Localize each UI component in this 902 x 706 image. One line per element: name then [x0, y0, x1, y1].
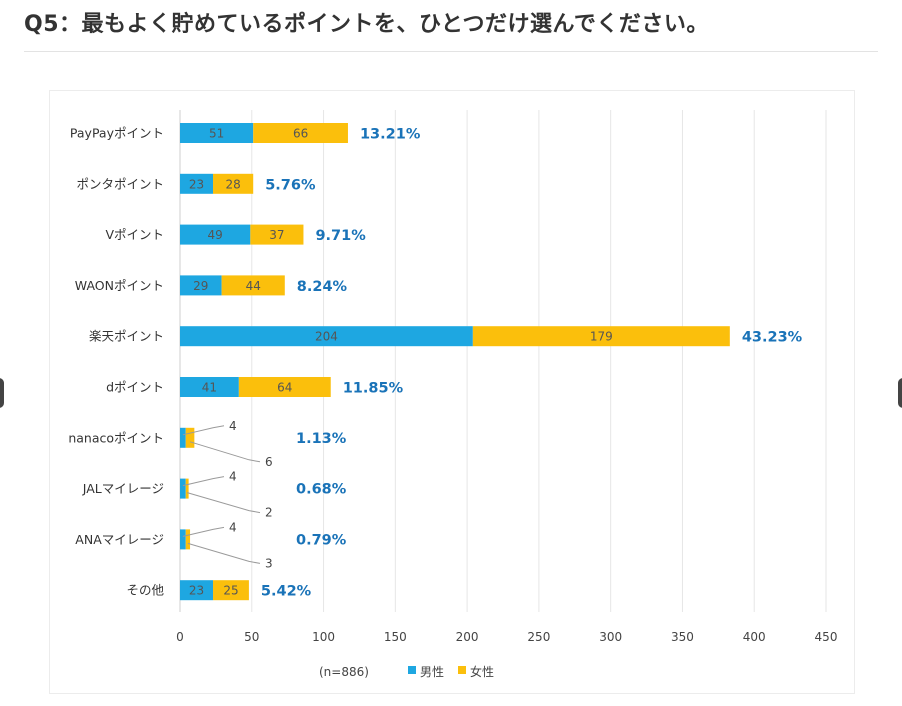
callout-leader — [182, 425, 225, 436]
category-label: 楽天ポイント — [89, 329, 164, 344]
bar-segment — [180, 224, 251, 245]
x-tick-label: 0 — [176, 630, 184, 644]
question-title: Q5：最もよく貯めているポイントを、ひとつだけ選んでください。 — [24, 12, 709, 37]
bar-segment — [180, 275, 222, 296]
carousel-next-handle[interactable] — [898, 378, 902, 408]
title-divider — [24, 51, 878, 52]
bar-segment — [472, 326, 730, 347]
segment-value-label: 51 — [209, 127, 224, 141]
segment-value-label: 44 — [246, 279, 261, 293]
x-tick-label: 50 — [244, 630, 259, 644]
bar-segment — [250, 224, 304, 245]
segment-value-label: 29 — [193, 279, 208, 293]
legend-label: 女性 — [470, 664, 494, 679]
x-tick-label: 200 — [456, 630, 479, 644]
callout-leader — [187, 542, 261, 564]
bar-segment — [180, 326, 473, 347]
category-label: WAONポイント — [75, 278, 164, 293]
bar-segment — [180, 173, 214, 194]
total-percentage-label: 5.42% — [261, 584, 312, 600]
category-label: ポンタポイント — [76, 176, 164, 191]
callout-leader — [189, 441, 261, 463]
bar-segment — [180, 427, 186, 448]
segment-value-label: 25 — [223, 584, 238, 598]
total-percentage-label: 0.79% — [296, 532, 347, 548]
segment-value-label: 23 — [189, 177, 204, 191]
x-tick-label: 400 — [743, 630, 766, 644]
carousel-prev-handle[interactable] — [0, 378, 4, 408]
callout-value-label: 4 — [229, 419, 237, 433]
bar-segment — [185, 478, 189, 499]
bar-segment — [185, 529, 191, 550]
callout-value-label: 2 — [265, 506, 273, 520]
category-label: ANAマイレージ — [75, 532, 164, 547]
callout-value-label: 3 — [265, 556, 273, 570]
x-tick-label: 100 — [312, 630, 335, 644]
category-label: PayPayポイント — [70, 126, 164, 141]
segment-value-label: 66 — [293, 127, 308, 141]
callout-leader — [182, 476, 225, 487]
callout-value-label: 4 — [229, 520, 237, 534]
category-label: nanacoポイント — [68, 430, 164, 445]
category-label: dポイント — [106, 380, 164, 395]
legend-swatch — [458, 666, 466, 674]
x-tick-label: 300 — [599, 630, 622, 644]
bar-segment — [180, 478, 186, 499]
bar-segment — [180, 123, 254, 143]
bar-segment — [185, 427, 195, 448]
bar-segment — [221, 275, 285, 296]
category-label: Vポイント — [105, 227, 164, 242]
segment-value-label: 49 — [208, 228, 223, 242]
x-tick-label: 350 — [671, 630, 694, 644]
total-percentage-label: 43.23% — [742, 330, 803, 346]
total-percentage-label: 8.24% — [297, 279, 348, 295]
callout-leader — [187, 492, 261, 514]
category-label: その他 — [126, 583, 164, 598]
x-tick-label: 150 — [384, 630, 407, 644]
total-percentage-label: 9.71% — [315, 228, 366, 244]
bar-segment — [180, 377, 239, 397]
segment-value-label: 204 — [315, 330, 338, 344]
segment-value-label: 179 — [590, 330, 613, 344]
segment-value-label: 23 — [189, 584, 204, 598]
total-percentage-label: 0.68% — [296, 482, 347, 498]
segment-value-label: 41 — [202, 381, 217, 395]
legend-swatch — [408, 666, 416, 674]
callout-value-label: 6 — [265, 455, 273, 469]
x-tick-label: 250 — [527, 630, 550, 644]
total-percentage-label: 11.85% — [343, 381, 404, 397]
bar-segment — [180, 529, 186, 550]
bar-segment — [238, 377, 331, 397]
category-label: JALマイレージ — [82, 481, 164, 496]
bar-segment — [213, 173, 254, 194]
bar-segment — [180, 580, 214, 601]
total-percentage-label: 5.76% — [265, 177, 316, 193]
segment-value-label: 37 — [269, 228, 284, 242]
total-percentage-label: 1.13% — [296, 431, 347, 447]
bar-segment — [213, 580, 249, 601]
segment-value-label: 64 — [277, 381, 292, 395]
callout-value-label: 4 — [229, 470, 237, 484]
total-percentage-label: 13.21% — [360, 127, 421, 143]
legend-label: 男性 — [420, 665, 444, 679]
bar-segment — [253, 123, 348, 143]
callout-leader — [182, 526, 225, 537]
sample-size-note: (n=886) — [319, 665, 369, 679]
segment-value-label: 28 — [225, 177, 240, 191]
x-tick-label: 450 — [815, 630, 838, 644]
